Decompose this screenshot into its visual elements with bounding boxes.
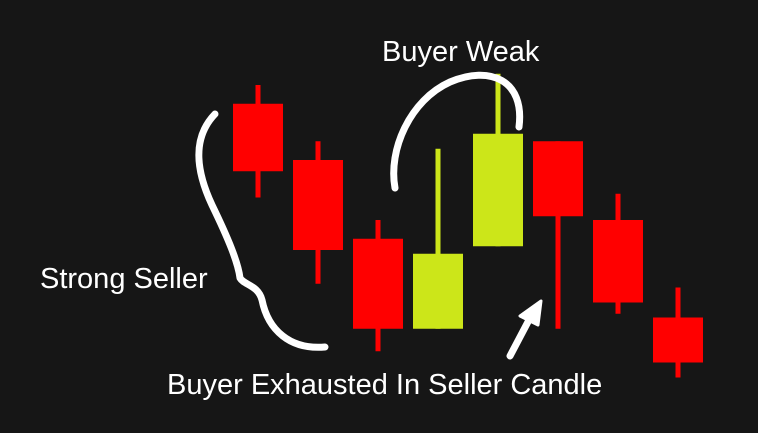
candle-wick-4 (435, 148, 441, 329)
candle-body-2 (293, 160, 343, 250)
candles-group (233, 73, 703, 378)
candle-wick-6 (555, 141, 561, 329)
exhausted-arrow (506, 299, 543, 360)
candle-body-5 (473, 133, 523, 247)
candle-body-8 (653, 317, 703, 363)
candle-body-7 (593, 220, 643, 303)
strong-seller-label: Strong Seller (40, 263, 208, 295)
strong-seller-brace (195, 110, 329, 351)
candle-body-1 (233, 103, 283, 172)
buyer-weak-label: Buyer Weak (382, 36, 540, 68)
candle-body-6 (533, 141, 583, 217)
candle-body-3 (353, 238, 403, 329)
candle-body-4 (413, 253, 463, 329)
buyer-weak-arc (390, 71, 524, 192)
buyer-exhausted-label: Buyer Exhausted In Seller Candle (167, 369, 602, 401)
